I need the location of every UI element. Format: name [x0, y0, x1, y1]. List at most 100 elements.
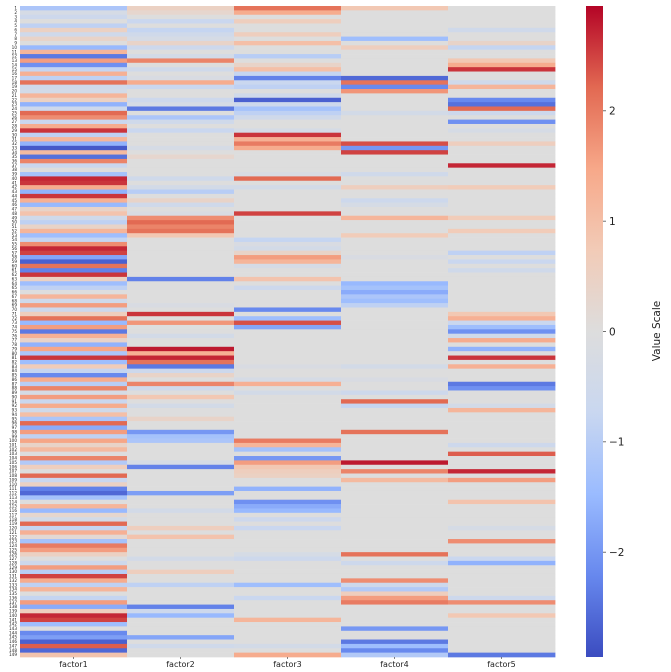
heatmap-cell	[234, 298, 342, 304]
heatmap-cell	[234, 351, 342, 356]
heatmap-cell	[20, 294, 128, 300]
row-tick-label: 20	[12, 89, 18, 94]
row-tick-label: 101	[9, 443, 17, 448]
heatmap-cell	[20, 569, 128, 575]
heatmap-cell	[127, 608, 235, 614]
heatmap-cell	[234, 23, 342, 29]
heatmap-cell	[127, 394, 235, 400]
heatmap-cell	[127, 530, 235, 536]
heatmap-cell	[20, 324, 128, 330]
heatmap-cell	[341, 145, 449, 151]
heatmap-cell	[448, 355, 556, 361]
heatmap-cell	[234, 115, 342, 120]
heatmap-cell	[341, 486, 449, 492]
heatmap-cell	[234, 534, 342, 540]
heatmap-cell	[127, 399, 235, 404]
row-tick-label: 103	[9, 451, 17, 456]
heatmap-cell	[234, 67, 342, 72]
row-tick-label: 129	[9, 565, 17, 570]
heatmap-cell	[234, 648, 342, 653]
heatmap-cell	[341, 421, 449, 426]
heatmap-cell	[341, 469, 449, 474]
heatmap-cell	[234, 80, 342, 85]
row-tick-label: 97	[12, 425, 18, 430]
heatmap-cell	[127, 115, 235, 120]
heatmap-cell	[341, 381, 449, 387]
heatmap-cell	[448, 456, 556, 461]
row-tick-label: 122	[9, 534, 17, 539]
heatmap-cell	[127, 75, 235, 81]
heatmap-cell	[341, 556, 449, 562]
heatmap-cell	[20, 338, 128, 343]
heatmap-cell	[341, 425, 449, 431]
heatmap-cell	[341, 403, 449, 409]
heatmap-cell	[20, 346, 128, 352]
heatmap-cell	[448, 202, 556, 208]
heatmap-cell	[341, 342, 449, 348]
heatmap-cell	[341, 582, 449, 588]
row-tick-label: 92	[12, 403, 18, 408]
heatmap-cell	[234, 10, 342, 16]
heatmap-cell	[341, 255, 449, 260]
heatmap-cell	[448, 429, 556, 435]
heatmap-cell	[234, 268, 342, 273]
heatmap-cell	[234, 255, 342, 260]
heatmap-cell	[341, 351, 449, 356]
heatmap-cell	[341, 311, 449, 317]
heatmap-cell	[448, 635, 556, 640]
heatmap-cell	[341, 241, 449, 247]
heatmap-cell	[20, 285, 128, 291]
row-tick-label: 116	[9, 508, 17, 513]
heatmap-cell	[20, 211, 128, 217]
heatmap-cell	[127, 84, 235, 90]
heatmap-cell	[20, 573, 128, 579]
heatmap-cell	[20, 359, 128, 365]
row-tick-label: 120	[9, 526, 17, 531]
heatmap-cell	[448, 255, 556, 260]
heatmap-cell	[341, 508, 449, 514]
heatmap-cell	[341, 307, 449, 313]
heatmap-cell	[234, 233, 342, 238]
heatmap-cell	[127, 298, 235, 304]
heatmap-cell	[448, 6, 556, 11]
heatmap-cell	[448, 342, 556, 348]
heatmap-cell	[127, 464, 235, 470]
heatmap-cell	[448, 268, 556, 273]
heatmap-cell	[448, 368, 556, 374]
heatmap-cell	[448, 504, 556, 509]
heatmap-cell	[234, 276, 342, 282]
heatmap-cell	[234, 123, 342, 129]
heatmap-cell	[20, 438, 128, 444]
heatmap-cell	[341, 434, 449, 439]
row-tick-label: 102	[9, 447, 17, 452]
heatmap-cell	[448, 359, 556, 365]
heatmap-cell	[20, 329, 128, 335]
heatmap-cell	[234, 547, 342, 553]
heatmap-cell	[341, 517, 449, 522]
heatmap-cell	[234, 482, 342, 487]
heatmap-cell	[234, 246, 342, 252]
heatmap-cell	[234, 600, 342, 605]
heatmap-cell	[20, 281, 128, 286]
heatmap-cell	[20, 490, 128, 496]
heatmap-cell	[448, 521, 556, 527]
heatmap-cell	[234, 324, 342, 330]
heatmap-cell	[341, 416, 449, 422]
heatmap-cell	[448, 346, 556, 352]
heatmap-cell	[20, 150, 128, 155]
row-tick-label: 121	[9, 530, 17, 535]
heatmap-cell	[448, 215, 556, 221]
heatmap-cell	[234, 54, 342, 59]
heatmap-cell	[127, 552, 235, 557]
row-tick-label: 45	[12, 198, 18, 203]
heatmap-cell	[448, 298, 556, 304]
heatmap-cell	[448, 241, 556, 247]
heatmap-cell	[448, 193, 556, 199]
heatmap-cell	[341, 19, 449, 24]
heatmap-cell	[234, 36, 342, 42]
row-tick-label: 15	[12, 67, 18, 72]
heatmap-cell	[127, 119, 235, 125]
heatmap-cell	[234, 608, 342, 614]
heatmap-cell	[127, 425, 235, 431]
heatmap-cell	[127, 447, 235, 453]
